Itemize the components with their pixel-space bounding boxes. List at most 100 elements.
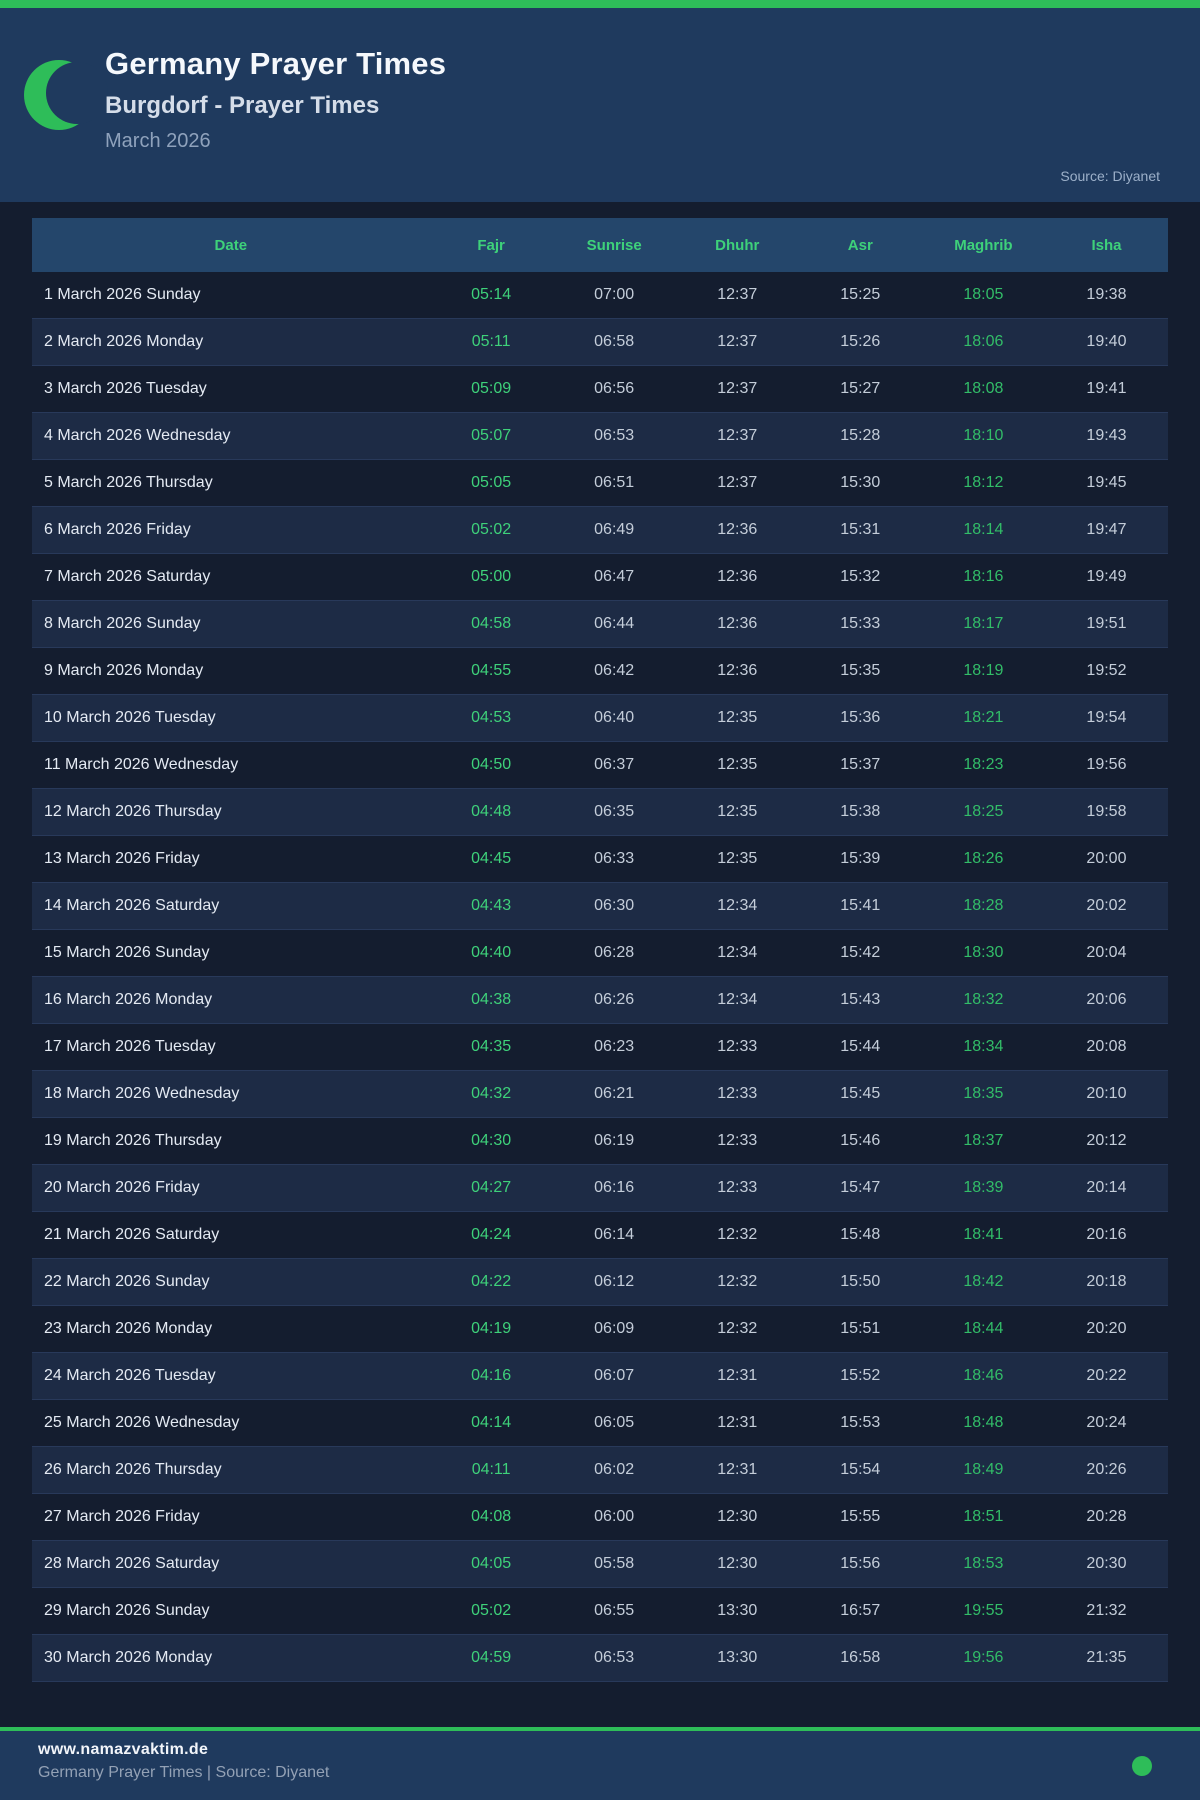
table-row: 25 March 2026 Wednesday 04:14 06:05 12:31 15…	[32, 1400, 1168, 1447]
column-header-dhuhr: Dhuhr	[675, 218, 799, 272]
isha-cell: 19:58	[1086, 803, 1127, 820]
isha-cell: 19:41	[1086, 380, 1127, 397]
asr-cell: 15:42	[840, 944, 881, 961]
asr-cell: 15:27	[840, 380, 881, 397]
isha-cell: 19:45	[1086, 474, 1127, 491]
sunrise-cell: 06:53	[594, 1649, 635, 1666]
dhuhr-cell: 12:34	[717, 897, 758, 914]
maghrib-cell: 18:25	[963, 803, 1004, 820]
asr-cell: 15:31	[840, 521, 881, 538]
table-row: 23 March 2026 Monday 04:19 06:09 12:32 15:51…	[32, 1306, 1168, 1353]
dhuhr-cell: 12:32	[717, 1273, 758, 1290]
asr-cell: 15:56	[840, 1555, 881, 1572]
isha-cell: 19:52	[1086, 662, 1127, 679]
dhuhr-cell: 12:32	[717, 1320, 758, 1337]
isha-cell: 20:14	[1086, 1179, 1127, 1196]
maghrib-cell: 18:39	[963, 1179, 1004, 1196]
fajr-cell: 05:02	[471, 1602, 512, 1619]
asr-cell: 15:33	[840, 615, 881, 632]
table-row: 8 March 2026 Sunday 04:58 06:44 12:36 15:33 1…	[32, 600, 1168, 648]
maghrib-cell: 18:46	[963, 1367, 1004, 1384]
table-row: 17 March 2026 Tuesday 04:35 06:23 12:33 15:4…	[32, 1024, 1168, 1071]
asr-cell: 15:41	[840, 897, 881, 914]
isha-cell: 19:54	[1086, 709, 1127, 726]
dhuhr-cell: 12:35	[717, 850, 758, 867]
prayer-times-table-container: Date Fajr Sunrise Dhuhr Asr Maghrib Isha…	[32, 218, 1168, 1682]
isha-cell: 20:12	[1086, 1132, 1127, 1149]
table-row: 13 March 2026 Friday 04:45 06:33 12:35 15:39…	[32, 836, 1168, 883]
sunrise-cell: 06:47	[594, 568, 635, 585]
dhuhr-cell: 12:30	[717, 1555, 758, 1572]
table-row: 9 March 2026 Monday 04:55 06:42 12:36 15:35 1…	[32, 648, 1168, 695]
asr-cell: 15:47	[840, 1179, 881, 1196]
asr-cell: 15:55	[840, 1508, 881, 1525]
table-row: 29 March 2026 Sunday 05:02 06:55 13:30 16:57…	[32, 1588, 1168, 1635]
sunrise-cell: 06:58	[594, 333, 635, 350]
table-row: 24 March 2026 Tuesday 04:16 06:07 12:31 15:5…	[32, 1352, 1168, 1400]
date-cell: 15 March 2026 Sunday	[44, 944, 210, 961]
sunrise-cell: 06:42	[594, 662, 635, 679]
source-label: Source: Diyanet	[1060, 168, 1160, 184]
footer-site-url: www.namazvaktim.de	[38, 1741, 209, 1758]
maghrib-cell: 18:30	[963, 944, 1004, 961]
asr-cell: 15:26	[840, 333, 881, 350]
fajr-cell: 05:00	[471, 568, 512, 585]
asr-cell: 15:54	[840, 1461, 881, 1478]
isha-cell: 20:24	[1086, 1414, 1127, 1431]
table-row: 15 March 2026 Sunday 04:40 06:28 12:34 15:42…	[32, 930, 1168, 977]
dhuhr-cell: 12:35	[717, 709, 758, 726]
dhuhr-cell: 12:37	[717, 474, 758, 491]
sunrise-cell: 06:30	[594, 897, 635, 914]
maghrib-cell: 18:10	[963, 427, 1004, 444]
sunrise-cell: 06:44	[594, 615, 635, 632]
table-row: 11 March 2026 Wednesday 04:50 06:37 12:35 15…	[32, 742, 1168, 789]
date-cell: 12 March 2026 Thursday	[44, 803, 222, 820]
isha-cell: 20:18	[1086, 1273, 1127, 1290]
fajr-cell: 04:55	[471, 662, 512, 679]
fajr-cell: 04:40	[471, 944, 512, 961]
sunrise-cell: 06:21	[594, 1085, 635, 1102]
asr-cell: 16:57	[840, 1602, 881, 1619]
isha-cell: 20:08	[1086, 1038, 1127, 1055]
maghrib-cell: 18:42	[963, 1273, 1004, 1290]
isha-cell: 21:32	[1086, 1602, 1127, 1619]
fajr-cell: 05:05	[471, 474, 512, 491]
table-row: 22 March 2026 Sunday 04:22 06:12 12:32 15:50…	[32, 1258, 1168, 1306]
fajr-cell: 05:14	[471, 286, 512, 303]
prayer-table-body: 1 March 2026 Sunday 05:14 07:00 12:37 15:25 1…	[32, 272, 1168, 1682]
fajr-cell: 04:50	[471, 756, 512, 773]
sunrise-cell: 06:02	[594, 1461, 635, 1478]
isha-cell: 20:04	[1086, 944, 1127, 961]
date-cell: 22 March 2026 Sunday	[44, 1273, 210, 1290]
column-header-asr: Asr	[798, 218, 922, 272]
maghrib-cell: 18:26	[963, 850, 1004, 867]
crescent-moon-icon	[24, 58, 108, 132]
date-cell: 21 March 2026 Saturday	[44, 1226, 220, 1243]
isha-cell: 20:00	[1086, 850, 1127, 867]
isha-cell: 20:28	[1086, 1508, 1127, 1525]
isha-cell: 20:06	[1086, 991, 1127, 1008]
fajr-cell: 04:58	[471, 615, 512, 632]
fajr-cell: 04:05	[471, 1555, 512, 1572]
fajr-cell: 04:11	[471, 1461, 511, 1478]
dhuhr-cell: 12:36	[717, 662, 758, 679]
fajr-cell: 04:59	[471, 1649, 512, 1666]
fajr-cell: 05:07	[471, 427, 512, 444]
table-row: 16 March 2026 Monday 04:38 06:26 12:34 15:43…	[32, 976, 1168, 1024]
maghrib-cell: 18:35	[963, 1085, 1004, 1102]
date-cell: 2 March 2026 Monday	[44, 333, 204, 350]
sunrise-cell: 06:33	[594, 850, 635, 867]
sunrise-cell: 06:14	[594, 1226, 635, 1243]
isha-cell: 20:02	[1086, 897, 1127, 914]
table-row: 19 March 2026 Thursday 04:30 06:19 12:33 15:…	[32, 1118, 1168, 1165]
dhuhr-cell: 12:33	[717, 1085, 758, 1102]
fajr-cell: 04:48	[471, 803, 512, 820]
isha-cell: 21:35	[1086, 1649, 1127, 1666]
table-row: 21 March 2026 Saturday 04:24 06:14 12:32 15:…	[32, 1212, 1168, 1259]
maghrib-cell: 18:48	[963, 1414, 1004, 1431]
maghrib-cell: 19:56	[963, 1649, 1004, 1666]
date-cell: 7 March 2026 Saturday	[44, 568, 211, 585]
sunrise-cell: 06:05	[594, 1414, 635, 1431]
fajr-cell: 04:22	[471, 1273, 512, 1290]
fajr-cell: 05:02	[471, 521, 512, 538]
